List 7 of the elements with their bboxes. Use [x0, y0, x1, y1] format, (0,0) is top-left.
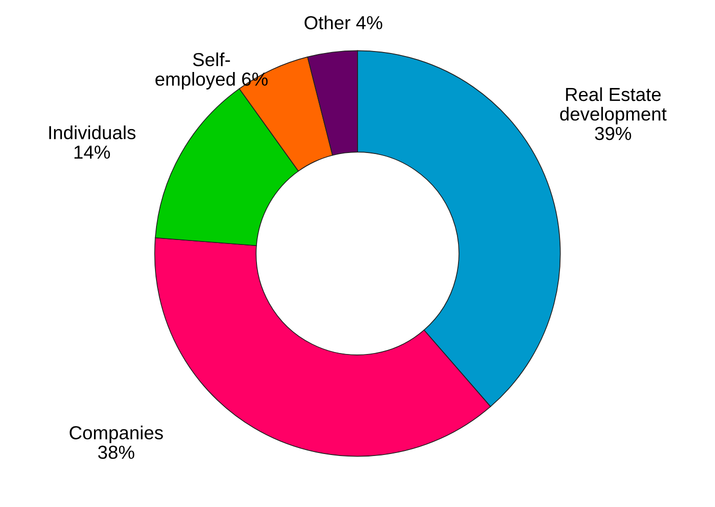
slice-label: Companies	[70, 426, 163, 444]
data-label: 14%	[74, 146, 110, 159]
data-label: 38%	[98, 446, 134, 459]
slice-label: Other 4%	[304, 16, 382, 30]
data-label: 39%	[594, 126, 632, 140]
slice-label: Individuals	[49, 125, 136, 140]
slice-label: Real Estate development	[560, 87, 667, 124]
